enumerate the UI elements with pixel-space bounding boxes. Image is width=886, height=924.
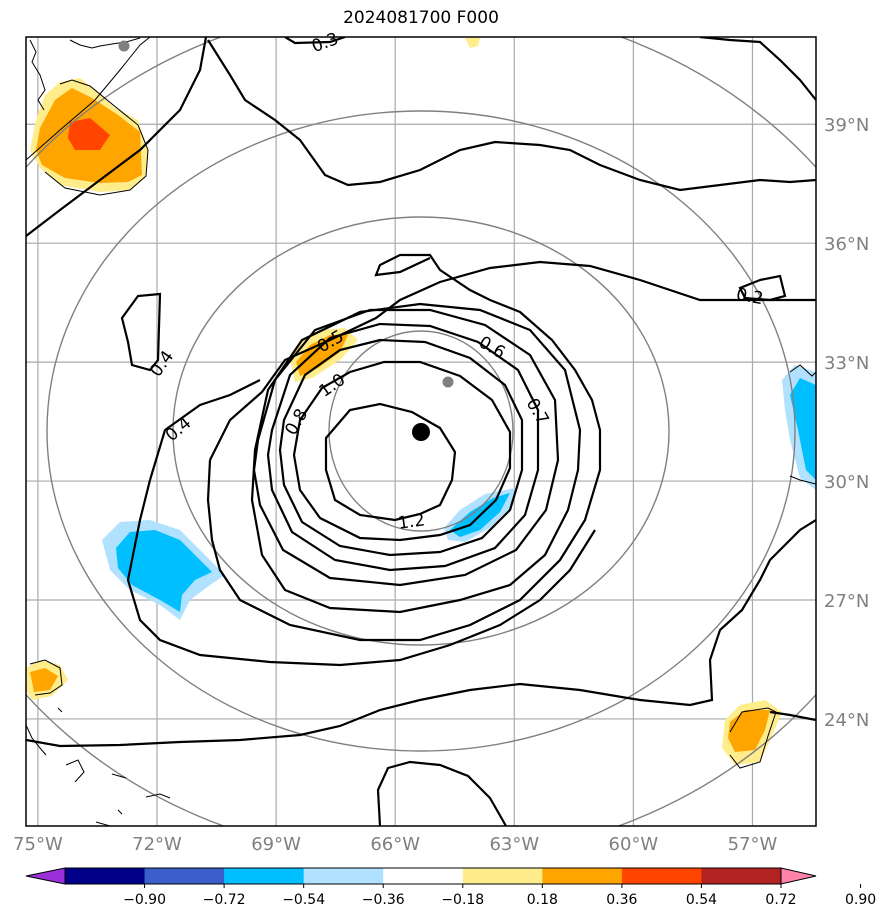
colorbar-tick-label: 0.72 xyxy=(765,892,796,908)
map-title: 2024081700 F000 xyxy=(343,8,499,28)
grey-marker-near-center xyxy=(442,376,454,388)
map-frame xyxy=(25,36,817,827)
colorbar-extension-high xyxy=(780,867,817,885)
colorbar-segment xyxy=(621,868,702,884)
longitude-tick-label: 57°W xyxy=(728,834,778,855)
colorbar-frame xyxy=(64,867,782,885)
storm-center-marker xyxy=(412,423,430,441)
longitude-tick-label: 66°W xyxy=(370,834,420,855)
range-rings xyxy=(26,37,816,826)
colorbar-segment xyxy=(303,868,384,884)
colorbar-segment xyxy=(542,868,623,884)
contour-label: 0.4 xyxy=(162,413,196,446)
longitude-tick-label: 75°W xyxy=(13,834,63,855)
latitude-tick-label: 27°N xyxy=(824,591,869,612)
colorbar-segment xyxy=(65,868,146,884)
latitude-tick-label: 39°N xyxy=(824,115,869,136)
longitude-tick-label: 63°W xyxy=(489,834,539,855)
colorbar-segment xyxy=(224,868,305,884)
colorbar-segment xyxy=(144,868,225,884)
negative-anomaly-east xyxy=(782,365,816,490)
longitude-tick-label: 69°W xyxy=(251,834,301,855)
colorbar-tick-label: −0.18 xyxy=(441,892,484,908)
colorbar-tick-label: 0.36 xyxy=(606,892,637,908)
positive-anomaly-southeast xyxy=(722,700,782,765)
latitude-tick-label: 36°N xyxy=(824,234,869,255)
negative-anomaly-west xyxy=(102,520,225,620)
longitude-tick-label: 60°W xyxy=(609,834,659,855)
contour-label: 0.2 xyxy=(735,285,765,309)
colorbar-tick-label: 0.18 xyxy=(527,892,558,908)
latitude-tick-label: 24°N xyxy=(824,710,869,731)
positive-anomaly-north-center xyxy=(465,38,480,48)
colorbar: −0.90 −0.72 −0.54 −0.36 −0.18 0.18 0.36 0.54 0.7… xyxy=(25,867,876,908)
coastlines xyxy=(26,37,816,826)
colorbar-segment xyxy=(701,868,782,884)
colorbar-tick-label: 0.54 xyxy=(686,892,717,908)
colorbar-segment xyxy=(383,868,464,884)
latitude-tick-label: 33°N xyxy=(824,353,869,374)
positive-anomaly-northwest xyxy=(30,78,148,192)
contour-label: 0.7 xyxy=(522,395,553,428)
latitude-tick-label: 30°N xyxy=(824,472,869,493)
contour-label: 1.2 xyxy=(397,510,427,534)
grey-marker-north xyxy=(118,40,130,52)
colorbar-extension-low xyxy=(25,867,66,885)
colorbar-tick-label: 0.90 xyxy=(845,892,876,908)
colorbar-segment xyxy=(462,868,543,884)
positive-anomaly-southwest xyxy=(26,660,68,700)
colorbar-tick-label: −0.36 xyxy=(362,892,405,908)
contour-label: 0.3 xyxy=(309,29,341,57)
longitude-tick-label: 72°W xyxy=(132,834,182,855)
colorbar-tick-label: −0.72 xyxy=(203,892,246,908)
colorbar-tick-label: −0.90 xyxy=(123,892,166,908)
colorbar-tick-label: −0.54 xyxy=(282,892,325,908)
contour-lines xyxy=(26,37,816,826)
contour-label: 0.4 xyxy=(146,347,178,381)
